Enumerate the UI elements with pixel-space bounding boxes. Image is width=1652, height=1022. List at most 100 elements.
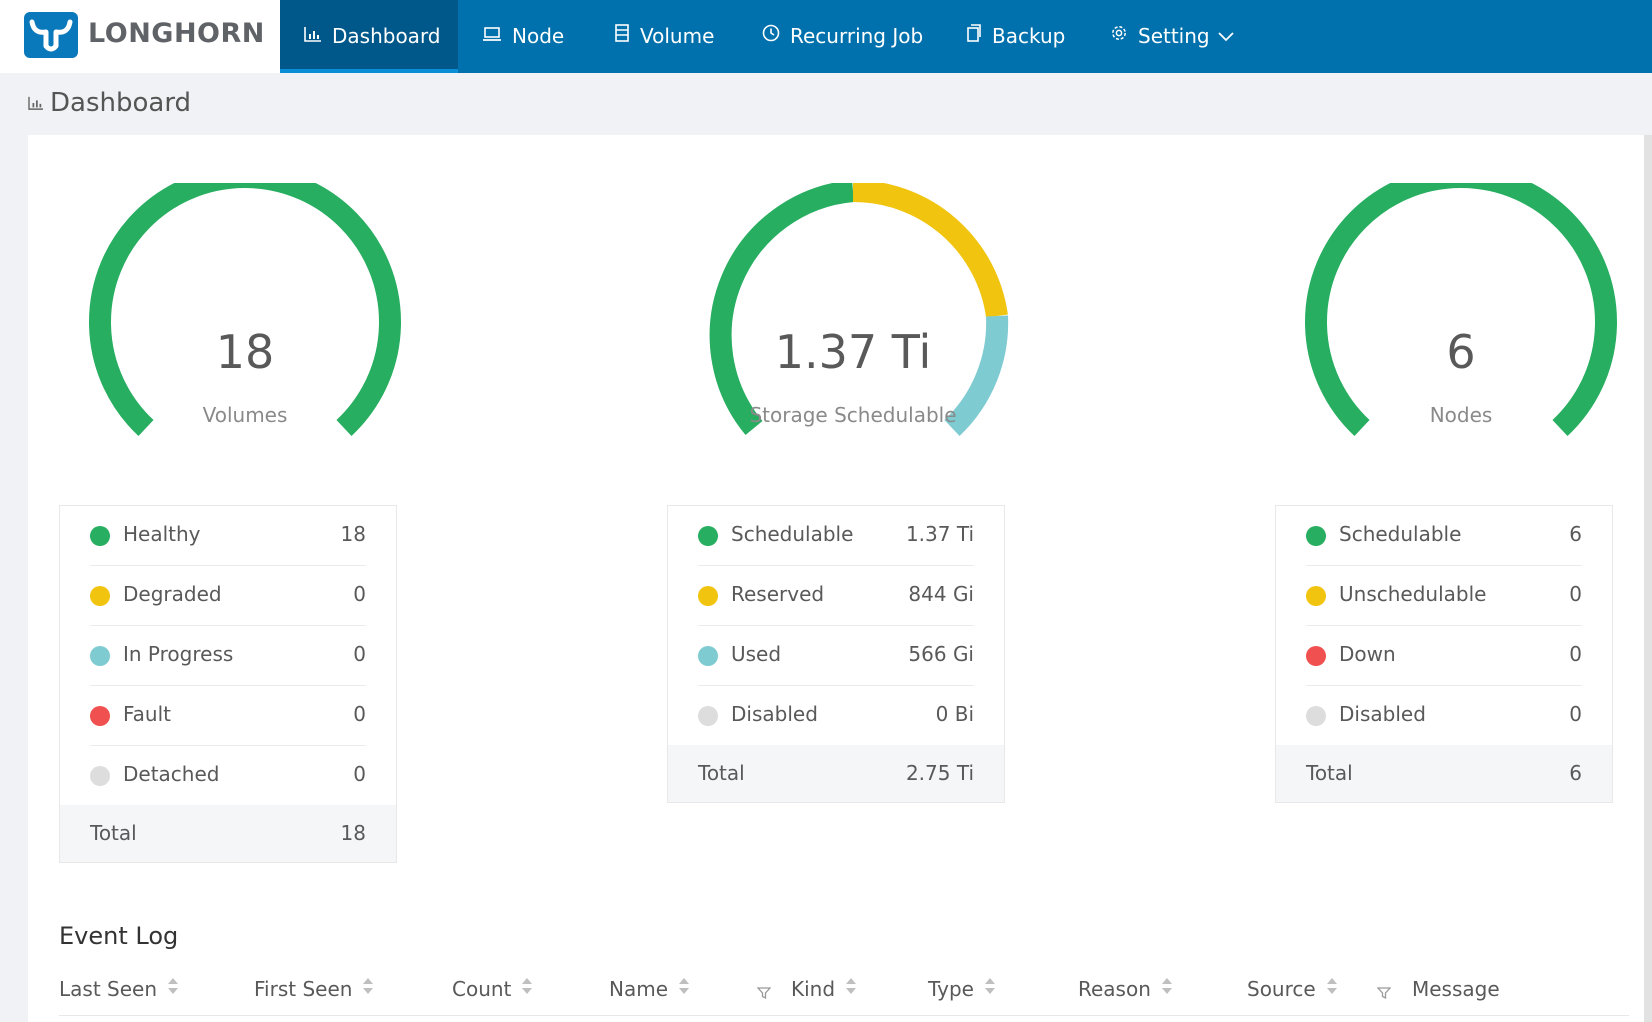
legend-label: Down [1339, 642, 1396, 666]
sort-icon[interactable] [362, 976, 374, 1001]
legend-row-detached: Detached 0 [90, 746, 366, 805]
copy-icon [966, 0, 982, 72]
volumes-legend: Healthy 18 Degraded 0 In Progress 0 Faul… [59, 505, 397, 863]
legend-value: 1.37 Ti [905, 522, 974, 546]
column-count[interactable]: Count [452, 977, 533, 1001]
legend-label: Reserved [731, 582, 825, 606]
sort-icon[interactable] [167, 976, 179, 1001]
sort-icon[interactable] [1161, 976, 1173, 1001]
storage-schedulable-value: 1.37 Ti [774, 325, 932, 379]
legend-value: 6 [1569, 522, 1582, 546]
status-dot-teal [90, 646, 110, 666]
status-dot-yellow [1306, 586, 1326, 606]
legend-label: Schedulable [731, 522, 854, 546]
chevron-down-icon [1217, 0, 1234, 72]
page-scrollbar[interactable] [1644, 135, 1652, 1022]
legend-row-unschedulable: Unschedulable 0 [1306, 566, 1582, 626]
column-message[interactable]: Message [1412, 977, 1500, 1001]
filter-icon[interactable] [756, 985, 772, 1004]
column-type[interactable]: Type [928, 977, 996, 1001]
bar-chart-icon [28, 87, 44, 117]
column-source[interactable]: Source [1247, 977, 1338, 1001]
legend-value: 0 [353, 582, 366, 606]
sort-icon[interactable] [1326, 976, 1338, 1001]
column-label: Name [609, 977, 669, 1001]
sort-icon[interactable] [845, 976, 857, 1001]
nav-dashboard-label: Dashboard [332, 24, 441, 48]
status-dot-grey [90, 766, 110, 786]
nav-node[interactable]: Node [482, 0, 564, 73]
storage-gauge: 1.37 Ti Storage Schedulable [683, 183, 1023, 473]
nav-dashboard[interactable]: Dashboard [280, 0, 458, 73]
page-title: Dashboard [28, 88, 191, 124]
legend-row-degraded: Degraded 0 [90, 566, 366, 626]
status-dot-yellow [698, 586, 718, 606]
event-log-table-header: Last Seen First Seen Count Name Kind Typ… [59, 965, 1629, 1016]
legend-value: 844 Gi [908, 582, 974, 606]
nav-recurring-job-label: Recurring Job [790, 24, 924, 48]
legend-row-healthy: Healthy 18 [90, 506, 366, 566]
legend-total-row: Total 18 [60, 805, 396, 862]
status-dot-red [90, 706, 110, 726]
nav-volume[interactable]: Volume [614, 0, 714, 73]
total-label: Total [90, 821, 137, 845]
legend-label: Schedulable [1339, 522, 1462, 546]
volumes-gauge-arc [89, 183, 401, 437]
legend-label: Detached [123, 762, 220, 786]
total-value: 6 [1569, 761, 1582, 785]
bar-chart-icon [304, 0, 322, 72]
column-label: Last Seen [59, 977, 157, 1001]
nav-backup[interactable]: Backup [966, 0, 1065, 73]
nodes-gauge-label: Nodes [1429, 403, 1493, 427]
column-kind[interactable]: Kind [791, 977, 857, 1001]
total-label: Total [698, 761, 745, 785]
nav-volume-label: Volume [640, 24, 715, 48]
database-icon [614, 0, 630, 72]
column-label: First Seen [254, 977, 353, 1001]
legend-label: Degraded [123, 582, 222, 606]
column-first-seen[interactable]: First Seen [254, 977, 374, 1001]
event-log-title: Event Log [59, 922, 179, 950]
legend-row-down: Down 0 [1306, 626, 1582, 686]
legend-row-disabled: Disabled 0 Bi [698, 686, 974, 745]
nodes-legend: Schedulable 6 Unschedulable 0 Down 0 Dis… [1275, 505, 1613, 803]
legend-label: Unschedulable [1339, 582, 1487, 606]
column-label: Kind [791, 977, 836, 1001]
storage-legend: Schedulable 1.37 Ti Reserved 844 Gi Used… [667, 505, 1005, 803]
sort-icon[interactable] [984, 976, 996, 1001]
legend-value: 0 Bi [935, 702, 974, 726]
column-label: Count [452, 977, 512, 1001]
column-name[interactable]: Name [609, 977, 690, 1001]
total-value: 18 [340, 821, 366, 845]
nav-recurring-job[interactable]: Recurring Job [762, 0, 923, 73]
legend-row-schedulable: Schedulable 6 [1306, 506, 1582, 566]
legend-row-fault: Fault 0 [90, 686, 366, 746]
legend-row-used: Used 566 Gi [698, 626, 974, 686]
legend-value: 566 Gi [908, 642, 974, 666]
sort-icon[interactable] [521, 976, 533, 1001]
gear-icon [1110, 0, 1128, 72]
logo-area[interactable]: LONGHORN [0, 0, 280, 73]
status-dot-red [1306, 646, 1326, 666]
column-last-seen[interactable]: Last Seen [59, 977, 179, 1001]
nodes-count: 6 [1446, 325, 1476, 379]
status-dot-teal [698, 646, 718, 666]
nodes-gauge-arc [1305, 183, 1617, 437]
volumes-gauge-label: Volumes [202, 403, 288, 427]
legend-label: In Progress [123, 642, 234, 666]
clock-icon [762, 0, 780, 72]
sort-icon[interactable] [678, 976, 690, 1001]
nav-setting-label: Setting [1138, 24, 1210, 48]
longhorn-logo-icon [24, 12, 78, 58]
legend-value: 0 [1569, 582, 1582, 606]
top-nav-bar: LONGHORN Dashboard Node Volume Recurring… [0, 0, 1652, 73]
storage-gauge-label: Storage Schedulable [749, 403, 957, 427]
filter-icon[interactable] [1376, 985, 1392, 1004]
nav-setting[interactable]: Setting [1110, 0, 1234, 73]
legend-value: 0 [353, 642, 366, 666]
status-dot-grey [698, 706, 718, 726]
legend-value: 0 [1569, 702, 1582, 726]
legend-row-reserved: Reserved 844 Gi [698, 566, 974, 626]
column-reason[interactable]: Reason [1078, 977, 1173, 1001]
legend-label: Used [731, 642, 782, 666]
